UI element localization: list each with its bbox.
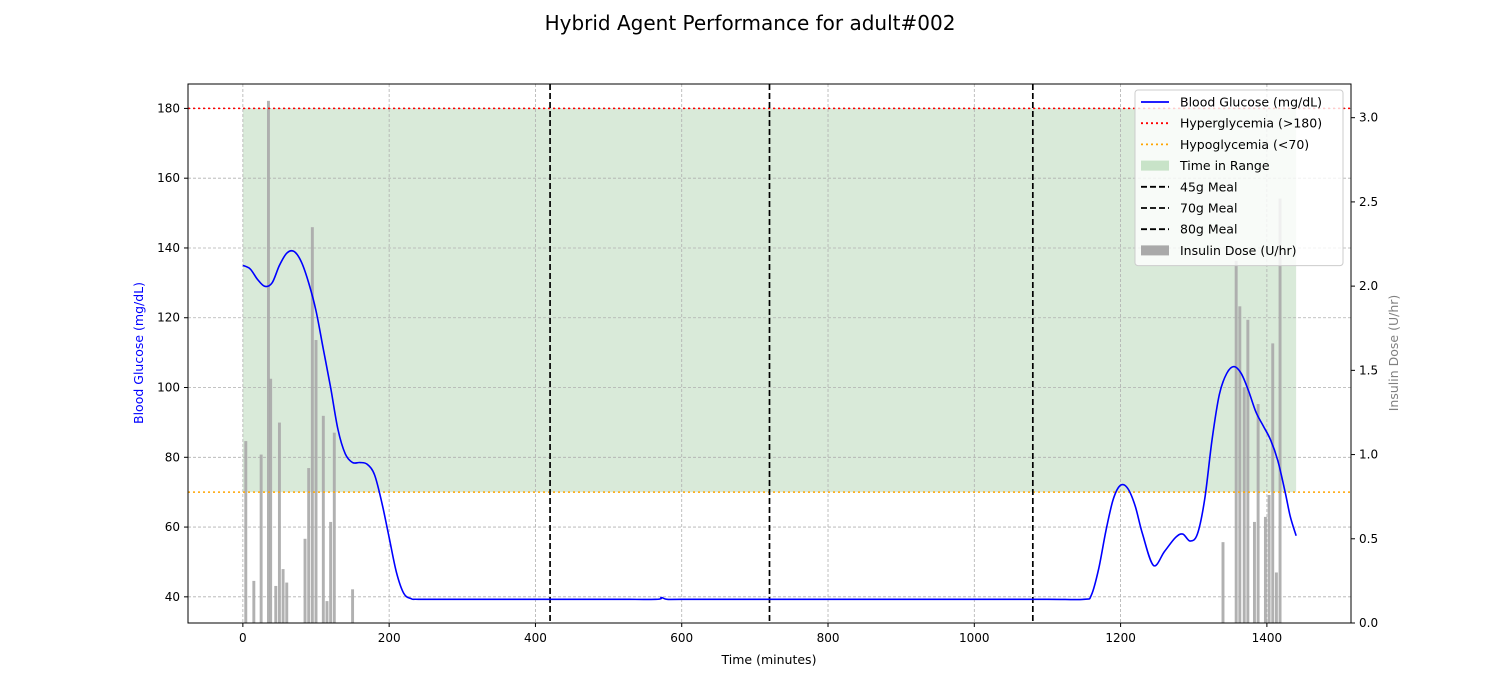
insulin-bar [277, 422, 281, 623]
insulin-bar [1271, 343, 1275, 623]
y2-tick-label: 2.0 [1359, 279, 1378, 293]
y-axis-label: Blood Glucose (mg/dL) [131, 282, 146, 424]
insulin-bar [269, 378, 273, 623]
x-tick-label: 1000 [959, 631, 990, 645]
y2-tick-label: 0.5 [1359, 532, 1378, 546]
y-tick-label: 100 [157, 381, 180, 395]
insulin-bar [351, 589, 355, 623]
insulin-bar [1274, 572, 1278, 623]
insulin-bar [303, 538, 307, 623]
insulin-bar [325, 601, 329, 623]
insulin-bar [1263, 516, 1267, 623]
insulin-bar [1252, 521, 1256, 623]
y2-tick-label: 1.0 [1359, 448, 1378, 462]
legend-label: Time in Range [1179, 158, 1270, 173]
plot-content [188, 84, 1351, 623]
legend: Blood Glucose (mg/dL) Hyperglycemia (>180… [1134, 89, 1344, 267]
x-tick-label: 200 [378, 631, 401, 645]
y2-tick-label: 3.0 [1359, 111, 1378, 125]
y-tick-label: 60 [165, 520, 180, 534]
plot-area: 0 200 400 600 800 1000 1200 1400 40 60 80 100 120 140… [157, 83, 1378, 645]
insulin-bar [259, 454, 263, 623]
legend-swatch [1141, 245, 1169, 256]
y-tick-label: 180 [157, 101, 180, 115]
insulin-bar [329, 521, 333, 623]
insulin-bar [266, 100, 270, 623]
y2-axis-label: Insulin Dose (U/hr) [1386, 295, 1401, 412]
plot-frame [187, 83, 1352, 624]
legend-label: Insulin Dose (U/hr) [1180, 243, 1297, 258]
x-axis-label: Time (minutes) [721, 652, 817, 667]
x-tick-label: 0 [239, 631, 247, 645]
legend-label: Hyperglycemia (>180) [1180, 116, 1322, 131]
legend-label: 45g Meal [1180, 179, 1237, 194]
legend-label: 70g Meal [1180, 201, 1237, 216]
insulin-bar [285, 582, 289, 623]
x-tick-label: 800 [817, 631, 840, 645]
insulin-bar [281, 569, 285, 623]
y-tick-label: 140 [157, 241, 180, 255]
legend-label: Blood Glucose (mg/dL) [1180, 95, 1322, 110]
insulin-bar [307, 468, 311, 623]
legend-box [1134, 89, 1344, 267]
insulin-bar [1278, 198, 1282, 623]
x-tick-label: 1400 [1252, 631, 1283, 645]
legend-swatch [1141, 160, 1169, 171]
insulin-bar [244, 441, 248, 623]
insulin-bar [314, 340, 318, 623]
glucose-line [242, 249, 1297, 601]
legend-label: Hypoglycemia (<70) [1180, 137, 1309, 152]
chart-title: Hybrid Agent Performance for adult#002 [545, 11, 956, 35]
x-tick-label: 1200 [1105, 631, 1136, 645]
y2-tick-label: 0.0 [1359, 616, 1378, 630]
y-tick-label: 120 [157, 311, 180, 325]
insulin-bar [1256, 404, 1260, 623]
x-tick-label: 600 [670, 631, 693, 645]
insulin-bar [1246, 319, 1250, 623]
insulin-bar [274, 585, 278, 623]
y-tick-label: 40 [165, 590, 180, 604]
insulin-bar [1221, 542, 1225, 623]
insulin-bar [1234, 260, 1238, 623]
insulin-bar [1267, 494, 1271, 623]
insulin-bar [321, 415, 325, 623]
y2-tick-label: 2.5 [1359, 195, 1378, 209]
insulin-bar [332, 432, 336, 623]
insulin-bar [1238, 306, 1242, 623]
insulin-bar [1242, 387, 1246, 623]
legend-label: 80g Meal [1180, 222, 1237, 237]
y-tick-label: 160 [157, 171, 180, 185]
y2-tick-label: 1.5 [1359, 363, 1378, 377]
x-tick-label: 400 [524, 631, 547, 645]
insulin-bar [252, 580, 256, 623]
insulin-bar [310, 227, 314, 623]
y-tick-label: 80 [165, 450, 180, 464]
